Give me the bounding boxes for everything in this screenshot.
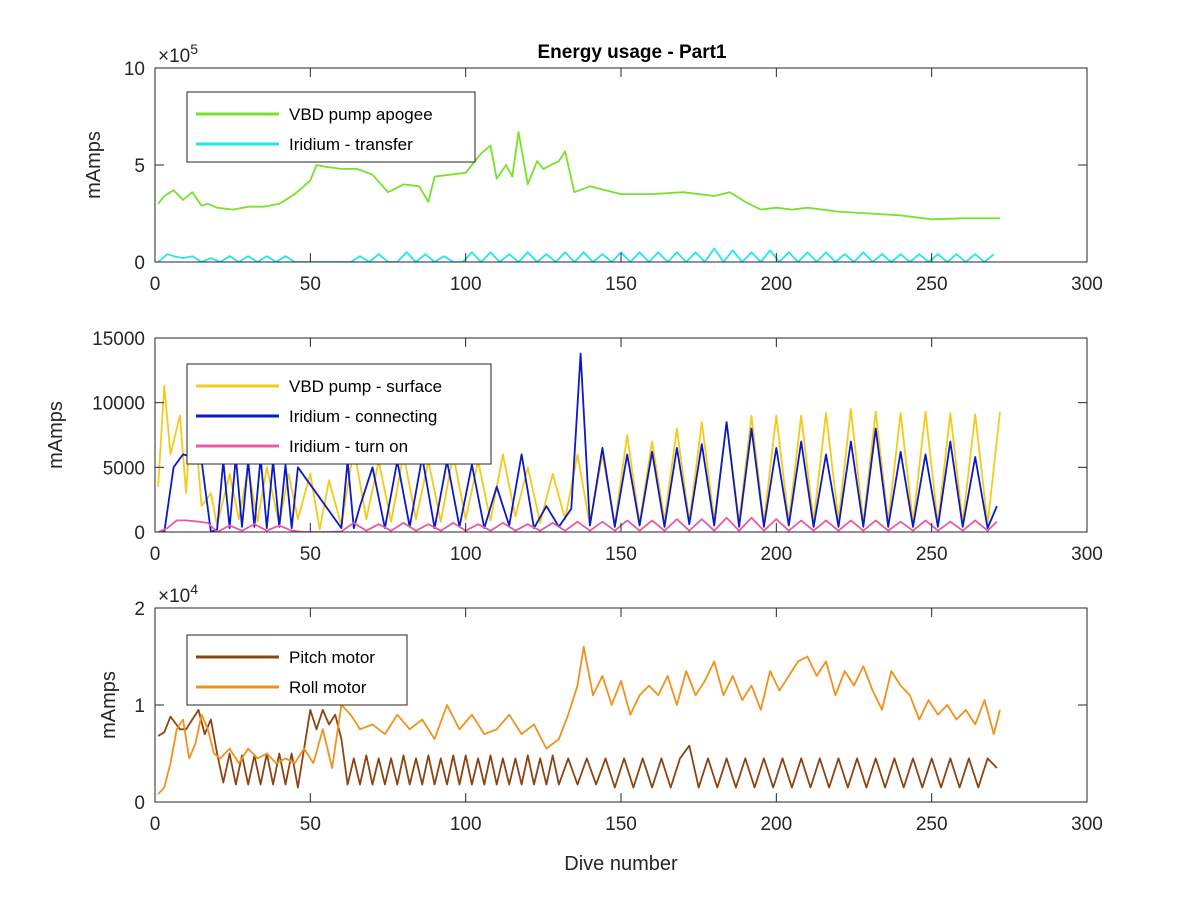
x-tick-label: 250 <box>916 274 948 295</box>
x-tick-label: 100 <box>450 544 482 565</box>
x-tick-label: 150 <box>605 814 637 835</box>
legend-entry: Iridium - turn on <box>289 437 408 456</box>
y-exponent-label: ×105 <box>158 41 198 67</box>
y-exponent-label: ×104 <box>158 581 198 607</box>
y-axis-label: mAmps <box>98 671 120 739</box>
series-line-vbd-pump-surface <box>157 384 1001 531</box>
chart-title: Energy usage - Part1 <box>537 42 726 63</box>
legend-box <box>186 91 476 163</box>
y-axis-label: mAmps <box>45 401 67 469</box>
series-line-iridium-turn-on <box>157 516 998 532</box>
x-tick-label: 0 <box>150 544 161 565</box>
x-tick-label: 0 <box>150 274 161 295</box>
series-line-roll-motor <box>157 645 1001 795</box>
y-tick-label: 0 <box>134 523 145 544</box>
legend-box <box>186 634 408 706</box>
x-tick-label: 150 <box>605 274 637 295</box>
legend-entry: Roll motor <box>289 678 367 697</box>
y-tick-label: 15000 <box>92 329 145 350</box>
series-line-pitch-motor <box>157 709 998 789</box>
subplot-2: 0 50 100 150 200 250 300 0 5000 10000 15000 mAmps VB… <box>45 329 1103 565</box>
x-tick-label: 250 <box>916 814 948 835</box>
x-tick-label: 200 <box>760 544 792 565</box>
y-tick-label: 0 <box>134 253 145 274</box>
y-tick-label: 10000 <box>92 394 145 415</box>
x-tick-label: 300 <box>1071 814 1103 835</box>
legend-entry: Iridium - connecting <box>289 407 437 426</box>
subplot-3: 0 50 100 150 200 250 300 0 1 2 ×104 mAmps Pitch moto… <box>98 581 1103 835</box>
x-tick-label: 200 <box>760 814 792 835</box>
legend: VBD pump - surface Iridium - connecting Ir… <box>186 363 492 465</box>
y-tick-label: 5 <box>134 156 145 177</box>
x-tick-label: 300 <box>1071 274 1103 295</box>
legend-entry: VBD pump apogee <box>289 105 433 124</box>
series-line-vbd-pump-apogee <box>157 131 1000 221</box>
legend: Pitch motor Roll motor <box>186 634 408 706</box>
x-tick-label: 0 <box>150 814 161 835</box>
legend-entry: Pitch motor <box>289 648 375 667</box>
x-tick-label: 150 <box>605 544 637 565</box>
x-tick-label: 50 <box>300 814 321 835</box>
x-tick-label: 200 <box>760 274 792 295</box>
x-axis-label: Dive number <box>564 853 678 875</box>
y-tick-label: 1 <box>134 696 145 717</box>
y-axis-label: mAmps <box>83 131 105 199</box>
y-tick-label: 0 <box>134 793 145 814</box>
y-tick-label: 5000 <box>103 458 145 479</box>
subplot-1: 0 50 100 150 200 250 300 0 5 10 ×105 mAmps VBD pump … <box>83 41 1103 295</box>
y-tick-label: 10 <box>124 59 145 80</box>
legend-entry: VBD pump - surface <box>289 377 442 396</box>
y-tick-label: 2 <box>134 599 145 620</box>
x-tick-label: 100 <box>450 814 482 835</box>
x-tick-label: 100 <box>450 274 482 295</box>
legend: VBD pump apogee Iridium - transfer <box>186 91 476 163</box>
legend-entry: Iridium - transfer <box>289 135 413 154</box>
x-tick-label: 50 <box>300 544 321 565</box>
x-tick-label: 50 <box>300 274 321 295</box>
x-tick-label: 300 <box>1071 544 1103 565</box>
x-tick-label: 250 <box>916 544 948 565</box>
